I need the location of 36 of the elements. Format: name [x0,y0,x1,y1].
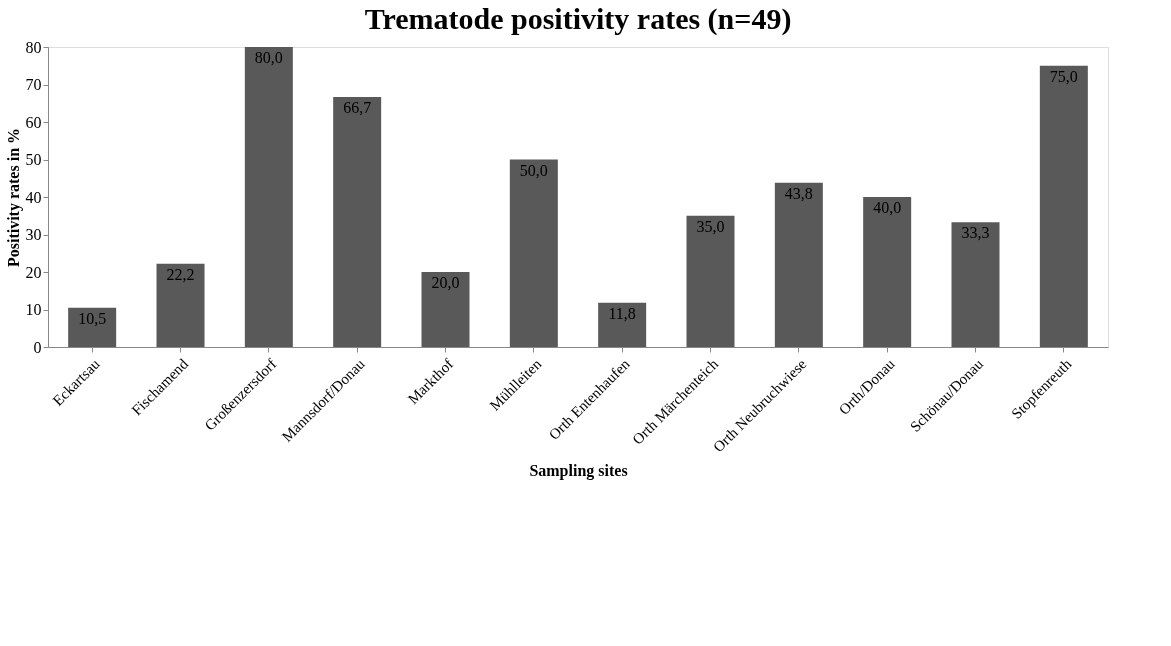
bar [598,302,647,347]
y-tick-label: 0 [33,338,42,356]
data-label: 35,0 [696,217,725,235]
chart-title: Trematode positivity rates (n=49) [364,2,792,36]
y-tick-label: 50 [25,151,42,168]
data-label: 75,0 [1049,67,1078,85]
bar [1039,65,1088,347]
data-label: 10,5 [78,309,107,327]
y-tick-label: 10 [25,301,42,318]
bar [509,159,558,347]
data-label: 33,3 [961,224,990,242]
y-tick-label: 70 [25,76,42,93]
data-label: 22,2 [166,265,195,283]
bar [333,96,382,347]
bar [951,222,1000,347]
bar [686,215,735,347]
y-tick-label: 40 [25,188,42,206]
y-tick-label: 20 [25,263,42,281]
data-label: 80,0 [254,49,283,66]
bar [421,272,470,347]
data-label: 20,0 [431,274,460,291]
bar [774,182,823,347]
bar [244,47,293,347]
bar [68,307,117,347]
y-tick-label: 30 [25,226,42,243]
y-axis-title: Positivity rates in % [4,127,23,268]
x-axis-title: Sampling sites [529,462,628,481]
bar [863,197,912,347]
y-tick-label: 60 [25,113,42,131]
data-label: 40,0 [873,199,902,216]
data-label: 66,7 [343,98,372,116]
data-label: 43,8 [784,184,813,202]
data-label: 50,0 [519,161,548,179]
bar [156,263,205,347]
y-tick-label: 80 [25,38,42,56]
data-label: 11,8 [608,304,636,322]
